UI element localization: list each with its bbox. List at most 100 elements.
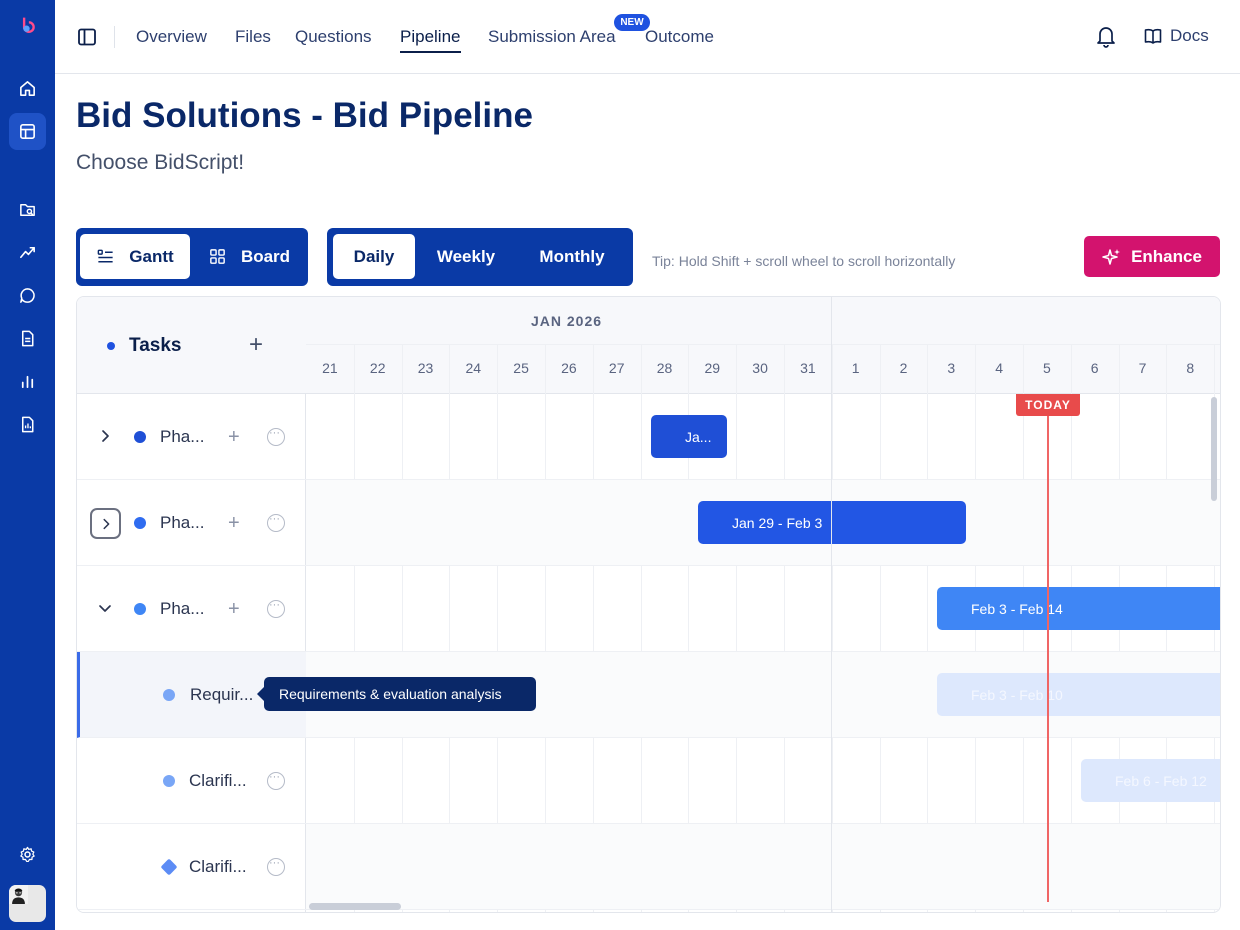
task-status-dot — [134, 517, 146, 529]
tab-overview[interactable]: Overview — [136, 27, 207, 46]
nav-analytics-button[interactable] — [9, 234, 46, 271]
nav-documents-button[interactable] — [9, 320, 46, 357]
day-label: 28 — [656, 360, 673, 376]
day-header: 21 22 23 24 25 26 27 28 29 30 31 1 2 3 4… — [306, 345, 1220, 394]
timeline-row — [306, 738, 1220, 824]
horizontal-scrollbar[interactable] — [309, 903, 401, 910]
more-options-icon[interactable] — [267, 427, 285, 446]
grid-line — [401, 345, 403, 912]
sparkle-icon — [1102, 248, 1121, 265]
chevron-right-icon — [102, 518, 109, 529]
add-subtask-button[interactable]: + — [228, 598, 240, 620]
grid-line — [592, 345, 594, 912]
settings-icon — [20, 846, 35, 863]
tab-outcome[interactable]: Outcome — [645, 27, 714, 46]
page-subtitle: Choose BidScript! — [76, 151, 245, 174]
bar-chart-icon — [21, 375, 34, 389]
gantt-label: Gantt — [129, 246, 174, 266]
board-icon — [20, 124, 35, 139]
day-label: 27 — [608, 360, 625, 376]
weekly-scale-button[interactable]: Weekly — [436, 246, 496, 266]
more-options-icon[interactable] — [267, 513, 285, 532]
day-label: 31 — [800, 360, 816, 376]
tab-submission-area[interactable]: Submission Area — [488, 27, 616, 46]
avatar-image — [9, 885, 28, 904]
timeline-area[interactable]: JAN 2026 21 22 23 24 25 26 27 28 29 30 3… — [306, 297, 1220, 912]
add-task-button[interactable]: + — [249, 331, 264, 358]
nav-settings-button[interactable] — [9, 836, 46, 873]
grid-line — [497, 345, 499, 912]
new-badge: NEW — [614, 14, 650, 31]
nav-search-files-button[interactable] — [9, 191, 46, 228]
more-options-icon[interactable] — [267, 771, 285, 790]
task-bar[interactable]: Feb 3 - Feb 10 — [937, 673, 1220, 716]
expand-toggle[interactable] — [90, 508, 121, 539]
grid-line — [784, 345, 785, 912]
more-options-icon[interactable] — [267, 599, 285, 618]
day-label: 25 — [513, 360, 529, 376]
grid-line — [449, 345, 451, 912]
task-row[interactable]: Clarifi... — [77, 824, 306, 910]
task-name-tooltip: Requirements & evaluation analysis — [257, 677, 536, 711]
day-label: 29 — [704, 360, 721, 376]
more-options-icon[interactable] — [267, 857, 285, 876]
task-bar[interactable]: Jan 29 - Feb 3 — [698, 501, 966, 544]
add-subtask-button[interactable]: + — [228, 426, 240, 448]
task-row[interactable]: Pha... + — [77, 566, 306, 652]
tasks-header-label: Tasks — [129, 335, 182, 356]
grid-line — [736, 345, 738, 912]
task-row[interactable]: Clarifi... — [77, 738, 306, 824]
chevron-down-icon[interactable] — [97, 600, 113, 616]
timeline-row — [306, 566, 1220, 652]
bell-icon[interactable] — [1095, 24, 1117, 48]
user-avatar[interactable] — [9, 885, 46, 922]
document-icon — [21, 330, 34, 347]
tab-pipeline[interactable]: Pipeline — [400, 27, 461, 53]
enhance-button[interactable]: Enhance — [1084, 236, 1220, 277]
task-bar[interactable]: Ja... — [651, 415, 727, 458]
gantt-view-button[interactable]: Gantt — [80, 234, 190, 279]
tab-files[interactable]: Files — [235, 27, 271, 46]
chevron-right-icon[interactable] — [97, 428, 113, 444]
task-status-dot — [134, 431, 146, 443]
docs-label: Docs — [1170, 26, 1209, 45]
task-status-dot — [163, 689, 175, 701]
day-label: 26 — [561, 360, 577, 376]
docs-link[interactable]: Docs — [1143, 26, 1209, 46]
task-name: Clarifi... — [189, 771, 247, 790]
task-bar[interactable]: Feb 6 - Feb 12 — [1081, 759, 1220, 802]
task-name: Clarifi... — [189, 857, 247, 876]
daily-scale-button[interactable]: Daily — [333, 234, 415, 279]
task-name: Pha... — [160, 427, 205, 446]
board-view-button[interactable]: Board — [194, 234, 304, 279]
grid-icon — [210, 249, 225, 264]
nav-board-button[interactable] — [9, 113, 46, 150]
nav-report-file-button[interactable] — [9, 406, 46, 443]
task-bar[interactable]: Feb 3 - Feb 14 — [937, 587, 1220, 630]
day-label: 6 — [1090, 360, 1099, 376]
day-label: 23 — [417, 360, 434, 376]
task-name: Pha... — [160, 599, 205, 618]
search-file-icon — [20, 203, 35, 216]
add-subtask-button[interactable]: + — [228, 512, 240, 534]
task-row[interactable]: Pha... + — [77, 480, 306, 566]
vertical-scrollbar[interactable] — [1211, 397, 1217, 501]
day-label: 3 — [947, 360, 956, 376]
nav-reports-button[interactable] — [9, 363, 46, 400]
scale-toggle: Daily Weekly Monthly — [327, 228, 633, 286]
tab-questions[interactable]: Questions — [295, 27, 372, 46]
trend-icon — [20, 246, 35, 259]
month-label: JAN 2026 — [531, 313, 603, 329]
day-label: 4 — [995, 360, 1003, 376]
sidebar-toggle-icon[interactable] — [77, 27, 97, 47]
month-header: JAN 2026 — [306, 297, 1220, 345]
enhance-label: Enhance — [1131, 246, 1202, 266]
divider — [114, 26, 115, 48]
nav-chat-button[interactable] — [9, 277, 46, 314]
nav-home-button[interactable] — [9, 70, 46, 107]
task-name: Pha... — [160, 513, 205, 532]
report-icon — [21, 416, 34, 433]
task-row[interactable]: Pha... + — [77, 394, 306, 480]
monthly-scale-button[interactable]: Monthly — [539, 246, 605, 266]
grid-line — [640, 345, 642, 912]
